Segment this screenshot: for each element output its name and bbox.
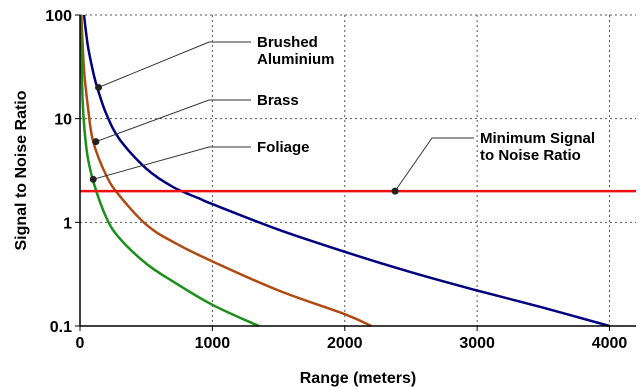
series-line-brushed-aluminium [82,14,610,328]
annotation-label: Brushed Aluminium [257,34,335,68]
annotation-label: Brass [257,92,299,109]
series-lines [79,14,636,328]
annotation-leader-line [95,99,251,143]
y-tick-label: 0.1 [50,319,72,336]
annotation-leader-line [394,137,474,192]
axes [75,14,636,331]
annotation-label-line: Minimum Signal [480,130,595,147]
x-tick-label: 0 [76,335,85,352]
annotation-label-line: Brushed [257,34,318,51]
y-tick-label: 1 [63,215,72,232]
tick-labels: 0 1000 2000 3000 4000 0.1 1 10 100 [45,8,627,352]
grid [80,14,636,327]
annotation-marker-dot [95,83,103,91]
annotation-label-line: Foliage [257,139,310,156]
annotation-label: Foliage [257,139,310,156]
annotations: Brushed Aluminium Brass Foliage Minimum Sign… [89,34,595,195]
annotation-marker-dot [92,138,100,146]
annotation-leader-line [93,146,251,180]
y-tick-label: 100 [45,8,72,25]
x-tick-label: 2000 [327,335,363,352]
annotation-label: Minimum Signal to Noise Ratio [480,130,595,164]
x-tick-label: 4000 [592,335,628,352]
annotation-leader-line [98,41,251,88]
y-axis-title: Signal to Noise Ratio [13,90,30,250]
y-tick-label: 10 [54,112,72,129]
annotation-marker-dot [89,175,97,183]
x-tick-label: 1000 [195,335,231,352]
series-line-foliage [79,14,260,328]
x-axis-title: Range (meters) [300,370,416,387]
x-tick-label: 3000 [459,335,495,352]
annotation-label-line: to Noise Ratio [480,147,581,164]
annotation-label-line: Brass [257,92,299,109]
series-line-brass [80,14,372,328]
annotation-label-line: Aluminium [257,51,335,68]
annotation-marker-dot [391,187,399,195]
